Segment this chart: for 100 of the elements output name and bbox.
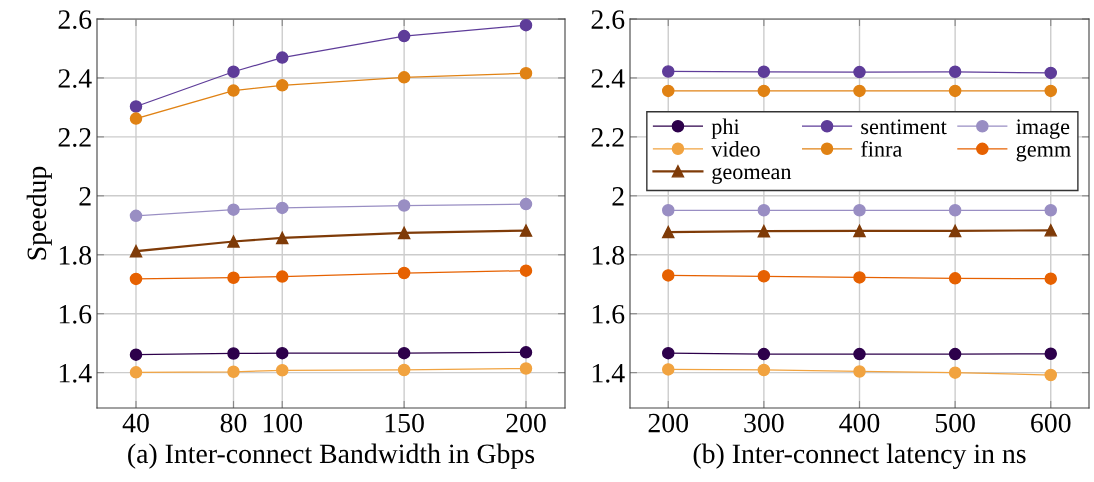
point [129,209,143,223]
point [397,71,411,84]
y-tick-label: 1.6 [59,304,92,324]
point [227,84,240,97]
point [129,366,143,379]
point [661,225,675,239]
point [519,224,533,237]
point [757,65,771,79]
legend-label: image [1016,119,1070,139]
point [948,347,962,361]
y-tick-label: 1.4 [59,363,92,383]
point [1044,272,1058,285]
point [275,346,289,360]
legend-label: gemm [1016,145,1071,162]
point [227,235,240,248]
x-axis-title: (a) Inter-connect Bandwidth in Gbps [128,443,535,469]
y-tick-label: 1.6 [592,304,625,324]
legend-label: finra [861,140,903,157]
y-tick-label: 1.8 [59,245,92,265]
point [227,203,240,216]
point [661,84,675,98]
legend-label: sentiment [861,119,947,135]
point [948,366,962,379]
point [227,365,240,379]
y-tick-label: 2.6 [58,10,92,30]
point [757,224,771,238]
x-tick-label: 300 [744,413,784,433]
point [757,363,771,377]
point [519,66,533,80]
point [275,201,289,215]
point [227,65,240,79]
point [519,362,533,375]
x-tick-label: 400 [839,413,880,433]
y-axis-title: Speedup [26,166,52,260]
point [948,224,962,238]
point [853,365,866,378]
point [757,347,771,361]
point [948,204,962,217]
legend-label: geomean [712,167,792,184]
y-tick-label: 2.2 [58,128,91,147]
point [227,271,240,284]
point [275,51,289,64]
point [397,363,411,377]
x-tick-label: 200 [506,413,546,433]
legend-label: video [711,141,760,157]
point [129,272,143,286]
point [1044,347,1058,361]
x-tick-label: 80 [220,413,247,433]
point [129,348,143,361]
point [397,346,411,360]
point [519,264,533,277]
point [1044,224,1058,237]
x-tick-label: 600 [1031,413,1071,433]
point [275,364,289,377]
point [661,204,675,217]
point [227,347,240,360]
point [757,204,771,217]
point [948,272,962,285]
legend-label: phi [711,118,740,139]
point [853,347,866,361]
point [661,65,675,78]
point [397,266,411,280]
x-tick-label: 40 [122,413,149,433]
point [519,197,533,211]
y-tick-label: 2.2 [591,128,624,147]
point [397,199,411,212]
point [275,270,289,283]
point [129,100,143,113]
y-tick-label: 2 [612,187,624,206]
point [757,84,771,98]
point [519,19,533,32]
point [853,84,866,98]
point [853,65,866,79]
point [853,271,866,284]
y-tick-label: 2.6 [591,10,625,30]
point [1044,66,1058,80]
point [661,363,675,376]
point [275,79,289,92]
point [757,270,771,283]
point [1044,204,1058,217]
point [275,231,289,245]
y-tick-label: 2.4 [591,69,625,88]
x-axis-title: (b) Inter-connect latency in ns [693,443,1026,469]
x-tick-label: 100 [263,413,303,433]
point [397,226,411,240]
y-tick-label: 1.8 [592,245,625,265]
point [948,65,962,79]
point [397,29,411,43]
point [661,346,675,360]
point [948,84,962,98]
y-tick-label: 1.4 [592,363,625,383]
x-tick-label: 150 [385,413,424,433]
point [1044,368,1058,382]
x-tick-label: 200 [648,413,689,433]
point [853,224,866,238]
point [129,244,143,258]
x-tick-label: 500 [935,413,975,433]
point [519,346,533,359]
point [853,204,866,217]
y-tick-label: 2.4 [58,69,92,88]
